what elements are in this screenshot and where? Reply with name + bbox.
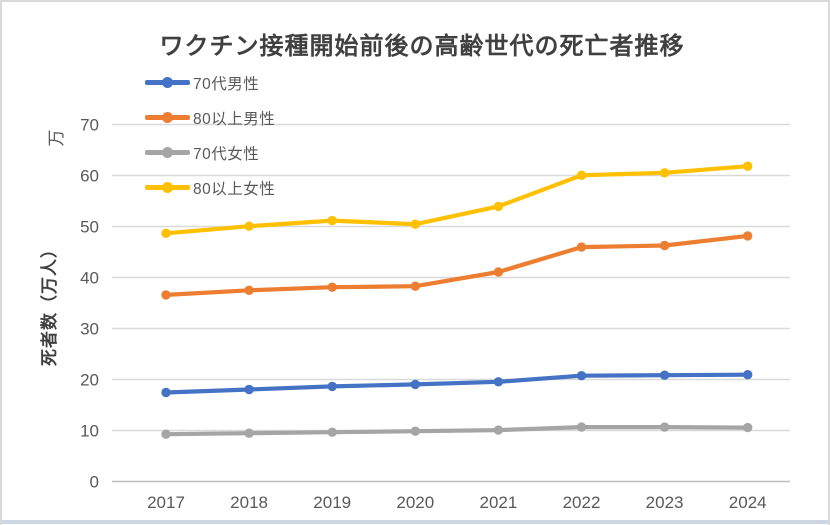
data-point bbox=[576, 371, 587, 381]
data-point bbox=[161, 228, 171, 238]
y-axis-unit-label: 万 bbox=[47, 129, 66, 147]
legend-marker-dot bbox=[162, 112, 173, 123]
data-point bbox=[493, 267, 504, 277]
data-point bbox=[244, 384, 254, 395]
data-point bbox=[327, 215, 337, 226]
data-point bbox=[244, 285, 254, 295]
data-point bbox=[493, 201, 504, 212]
y-tick-label: 50 bbox=[80, 218, 99, 237]
legend-item-0: 70代男性 bbox=[145, 65, 275, 100]
series-line-0 bbox=[163, 372, 750, 395]
data-point bbox=[743, 422, 753, 433]
y-tick-label: 20 bbox=[80, 371, 99, 390]
legend: 70代男性 80以上男性 70代女性 80以上女性 bbox=[145, 65, 275, 205]
data-point bbox=[493, 425, 504, 435]
data-point bbox=[743, 231, 753, 241]
data-point bbox=[410, 379, 420, 390]
data-point bbox=[659, 422, 670, 432]
data-point bbox=[659, 240, 670, 251]
legend-marker-dot bbox=[162, 77, 173, 88]
y-tick-label: 10 bbox=[80, 422, 99, 441]
legend-item-1: 80以上男性 bbox=[145, 100, 275, 135]
data-point bbox=[743, 370, 753, 380]
data-point bbox=[576, 170, 587, 180]
x-tick-label: 2020 bbox=[396, 493, 434, 512]
x-tick-label: 2023 bbox=[646, 493, 684, 512]
legend-marker-icon bbox=[145, 182, 190, 193]
y-tick-label: 70 bbox=[80, 116, 99, 135]
legend-item-label: 70代男性 bbox=[193, 75, 260, 93]
data-point bbox=[327, 282, 337, 292]
x-tick-label: 2018 bbox=[230, 493, 268, 512]
y-tick-label: 40 bbox=[80, 269, 99, 288]
x-tick-label: 2019 bbox=[313, 493, 351, 512]
series-line-1 bbox=[163, 233, 750, 297]
series-line-2 bbox=[163, 425, 750, 437]
y-tick-label: 60 bbox=[80, 167, 99, 186]
legend-marker-dot bbox=[162, 147, 173, 158]
data-point bbox=[659, 168, 670, 178]
data-point bbox=[410, 426, 420, 436]
x-tick-label: 2021 bbox=[479, 493, 517, 512]
data-point bbox=[161, 290, 171, 300]
data-point bbox=[743, 161, 753, 171]
y-tick-label: 30 bbox=[80, 320, 99, 339]
x-tick-label: 2017 bbox=[147, 493, 185, 512]
legend-marker-dot bbox=[162, 182, 173, 193]
legend-marker-icon bbox=[145, 112, 190, 123]
data-point bbox=[327, 427, 337, 437]
data-point bbox=[576, 422, 587, 432]
y-tick-label: 0 bbox=[90, 473, 99, 492]
x-tick-label: 2022 bbox=[563, 493, 601, 512]
data-point bbox=[576, 242, 587, 252]
data-point bbox=[410, 281, 420, 291]
legend-item-label: 80以上男性 bbox=[193, 110, 276, 128]
series-line-3 bbox=[163, 164, 750, 236]
legend-item-label: 70代女性 bbox=[193, 145, 260, 163]
chart-title: ワクチン接種開始前後の高齢世代の死亡者推移 bbox=[159, 33, 685, 60]
data-point bbox=[659, 370, 670, 380]
legend-marker-icon bbox=[145, 77, 190, 88]
data-point bbox=[244, 428, 254, 438]
data-point bbox=[327, 381, 337, 392]
data-point bbox=[493, 377, 504, 387]
x-tick-label: 2024 bbox=[729, 493, 767, 512]
bottom-strip bbox=[2, 520, 828, 524]
data-point bbox=[244, 221, 254, 231]
legend-marker-icon bbox=[145, 147, 190, 158]
data-point bbox=[410, 219, 420, 229]
y-axis-title: 死者数（万人） bbox=[40, 240, 59, 366]
legend-item-label: 80以上女性 bbox=[193, 180, 276, 198]
data-point bbox=[161, 387, 171, 398]
legend-item-3: 80以上女性 bbox=[145, 170, 275, 205]
legend-item-2: 70代女性 bbox=[145, 135, 275, 170]
data-point bbox=[161, 429, 171, 439]
